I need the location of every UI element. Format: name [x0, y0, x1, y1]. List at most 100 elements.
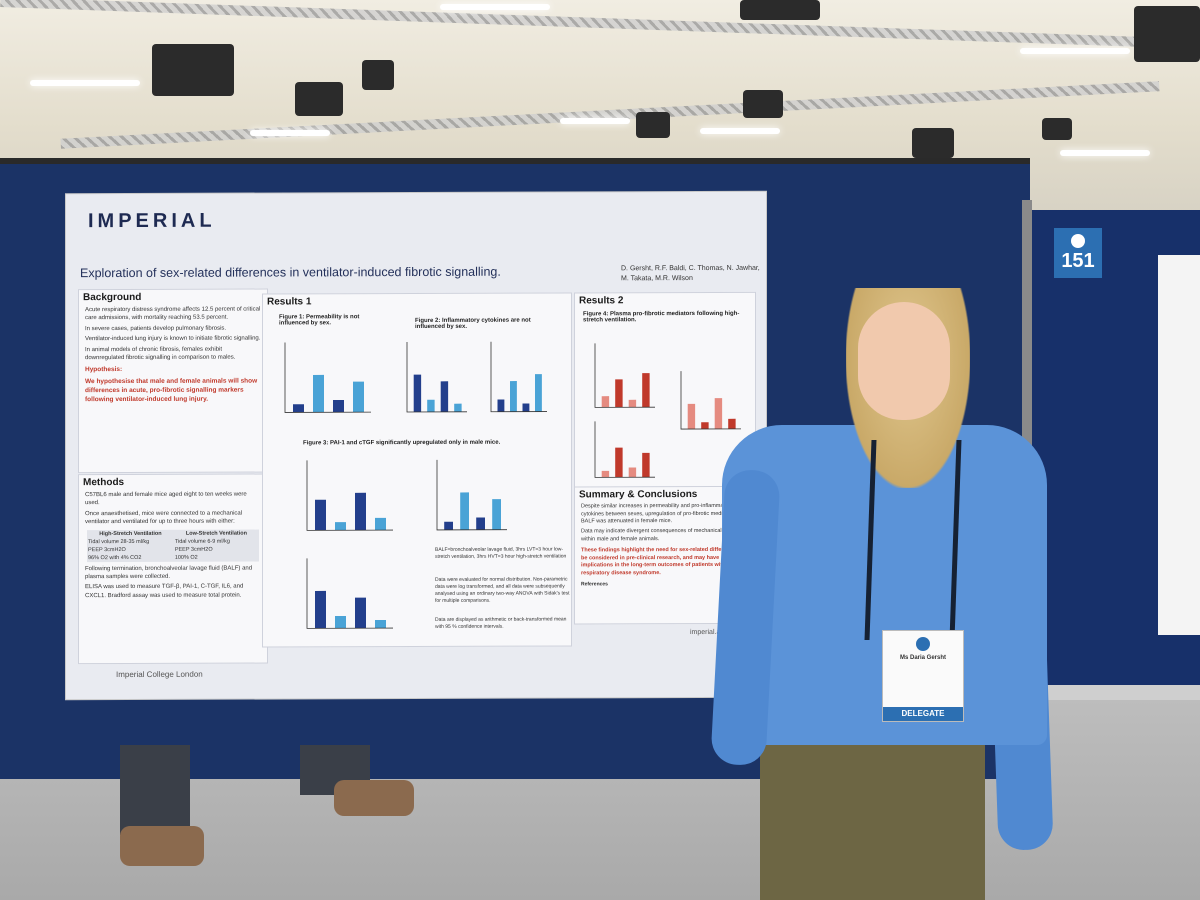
results1-note: Data are displayed as arithmetic or back… — [435, 616, 567, 630]
plot-bar — [687, 403, 696, 430]
methods-bullet: Following termination, bronchoalveolar l… — [85, 565, 253, 581]
plot-bar — [535, 374, 542, 412]
figure2b-bars — [497, 374, 542, 412]
poster-title: Exploration of sex-related differences i… — [80, 264, 501, 281]
plot-bar — [642, 373, 650, 408]
plot-bar — [413, 374, 422, 413]
figure4b-plot — [680, 371, 741, 430]
figure3a-plot — [306, 460, 393, 531]
figure1-plot — [284, 342, 371, 413]
plot-bar — [355, 597, 366, 629]
figure2b-plot — [490, 341, 547, 413]
plot-axis — [490, 341, 547, 413]
figure4c-plot — [594, 421, 655, 478]
society-logo-icon — [1071, 233, 1085, 248]
results1-heading: Results 1 — [267, 296, 312, 308]
figure3-caption: Figure 3: PAI-1 and cTGF significantly u… — [303, 439, 501, 447]
plot-bar — [315, 590, 326, 629]
stage-light — [1134, 6, 1200, 62]
plot-bar — [701, 422, 709, 430]
plot-axis — [306, 558, 393, 629]
plot-bar — [615, 379, 623, 408]
plot-axis — [594, 421, 655, 478]
ceiling-light — [1020, 48, 1130, 54]
board-pole — [1022, 200, 1032, 480]
hypothesis-label: Hypothesis: — [85, 366, 123, 374]
figure4a-bars — [601, 373, 650, 408]
figure3c-bars — [315, 590, 386, 629]
plot-bar — [728, 418, 736, 429]
methods-panel: Methods C57BL6 male and female mice aged… — [78, 473, 268, 665]
imperial-logo: IMPERIAL — [88, 209, 216, 233]
plot-bar — [335, 616, 346, 629]
plot-bar — [440, 381, 449, 412]
poster-authors: D. Gersht, R.F. Baldi, C. Thomas, N. Jaw… — [621, 264, 760, 283]
plot-axis — [436, 459, 507, 531]
ceiling-light — [30, 80, 140, 86]
passerby-shoe — [120, 826, 204, 866]
figure4a-plot — [594, 343, 655, 408]
delegate-badge: Ms Daria Gersht DELEGATE — [882, 630, 964, 722]
passerby-shoe — [334, 780, 414, 816]
results2-heading: Results 2 — [579, 295, 624, 307]
background-bullet: Acute respiratory distress syndrome affe… — [85, 306, 261, 322]
figure4b-bars — [687, 398, 736, 430]
background-heading: Background — [83, 291, 142, 304]
ceiling-light — [440, 4, 550, 10]
badge-name: Ms Daria Gersht — [899, 655, 947, 661]
ceiling-light — [250, 130, 330, 136]
plot-bar — [315, 499, 326, 531]
plot-bar — [476, 517, 486, 530]
scientific-poster: IMPERIAL Exploration of sex-related diff… — [66, 191, 766, 700]
plot-bar — [355, 492, 366, 531]
booth-number-badge: 151 — [1054, 228, 1102, 278]
ventilation-table: High-Stretch Ventilation Low-Stretch Ven… — [87, 529, 259, 562]
plot-bar — [492, 499, 502, 530]
plot-axis — [594, 343, 655, 408]
lanyard — [864, 440, 962, 640]
stage-light — [743, 90, 783, 118]
table-cell: 100% O2 — [174, 554, 198, 561]
stage-light — [740, 0, 820, 20]
figure2a-bars — [413, 374, 462, 413]
plot-bar — [353, 381, 364, 413]
results1-note: BALF=bronchoalveolar lavage fluid, 3hrs … — [435, 546, 567, 560]
results2-panel: Results 2 Figure 4: Plasma pro-fibrotic … — [574, 291, 756, 491]
table-cell: 96% O2 with 4% CO2 — [88, 554, 142, 561]
figure4-caption: Figure 4: Plasma pro-fibrotic mediators … — [583, 310, 740, 324]
figure2-caption: Figure 2: Inflammatory cytokines are not… — [415, 317, 531, 331]
hypothesis-text: We hypothesise that male and female anim… — [85, 377, 258, 403]
projector — [152, 44, 234, 96]
methods-heading: Methods — [83, 477, 125, 489]
lighting-truss — [0, 0, 1200, 49]
background-bullet: In severe cases, patients develop pulmon… — [85, 325, 227, 332]
ceiling-light — [1060, 150, 1150, 156]
plot-bar — [427, 399, 435, 412]
background-panel: Background Acute respiratory distress sy… — [78, 288, 268, 474]
plot-bar — [628, 467, 637, 478]
plot-bar — [313, 374, 324, 413]
plot-axis — [306, 460, 393, 531]
plot-bar — [375, 517, 386, 531]
poster-footer: Imperial College London — [116, 669, 203, 680]
plot-bar — [335, 522, 346, 531]
plot-bar — [714, 398, 723, 429]
plot-bar — [615, 447, 623, 478]
ceiling-light — [700, 128, 780, 134]
stage-light — [1042, 118, 1072, 140]
plot-bar — [454, 403, 462, 412]
table-header: High-Stretch Ventilation — [99, 530, 162, 537]
figure3c-plot — [306, 558, 393, 629]
results1-note: Data were evaluated for normal distribut… — [435, 576, 570, 604]
plot-axis — [680, 371, 741, 430]
plot-axis — [284, 342, 371, 413]
background-bullet: In animal models of chronic fibrosis, fe… — [85, 346, 236, 362]
plot-axis — [406, 342, 467, 413]
methods-bullet: C57BL6 male and female mice aged eight t… — [85, 491, 247, 507]
badge-logo-icon — [916, 637, 930, 651]
methods-bullet: ELISA was used to measure TGF-β, PAI-1, … — [85, 583, 244, 599]
plot-bar — [601, 396, 610, 408]
stage-light — [362, 60, 394, 90]
presenter-face — [858, 302, 950, 420]
plot-bar — [510, 381, 517, 412]
